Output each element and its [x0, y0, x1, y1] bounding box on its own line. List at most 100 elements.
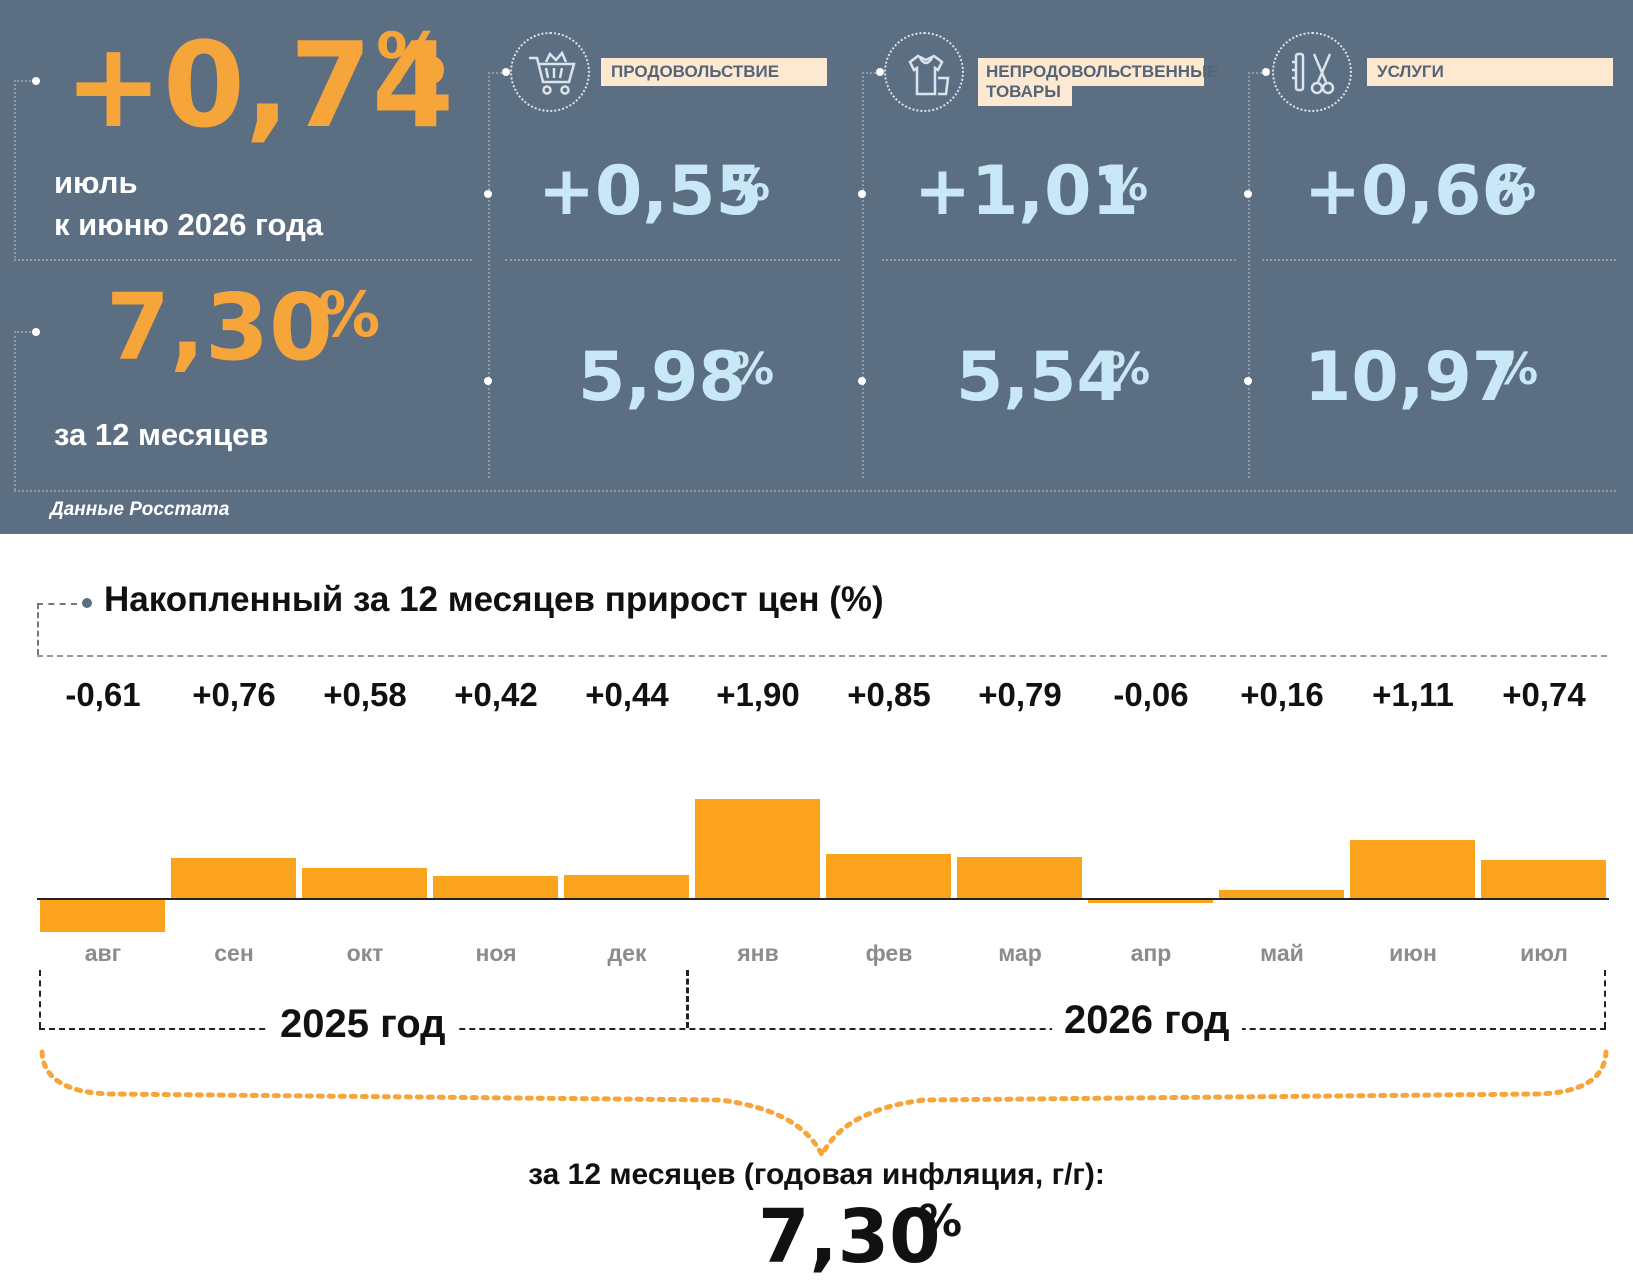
summary-panel: +0,74 % июль к июню 2026 года 7,30 % за … [0, 0, 1633, 534]
divider [1248, 72, 1262, 74]
month-label-авг: авг [84, 940, 122, 966]
bullet-dot [484, 190, 492, 198]
bullet-dot [858, 190, 866, 198]
divider [1604, 970, 1606, 1028]
divider [1248, 72, 1250, 478]
nonfood-annual-unit: % [1106, 344, 1151, 395]
divider [14, 80, 16, 258]
bar-фев [826, 854, 951, 898]
annual-inflation-unit: % [918, 1196, 963, 1247]
monthly-cpi-unit: % [376, 18, 447, 100]
bar-мар [957, 857, 1082, 898]
value-label-окт: +0,58 [323, 676, 407, 713]
bullet-dot [484, 377, 492, 385]
bullet-dot [32, 328, 40, 336]
bullet-dot [1262, 68, 1270, 76]
divider [505, 259, 840, 261]
annual-period-label: за 12 месяцев [54, 417, 269, 452]
divider [14, 259, 472, 261]
year-label-2025: 2025 год [268, 1002, 458, 1047]
bar-апр [1088, 900, 1213, 903]
bullet-dot [32, 77, 40, 85]
value-label-май: +0,16 [1240, 676, 1324, 713]
month-label-июл: июл [1520, 940, 1568, 966]
services-annual-value: 10,97 [1304, 338, 1520, 417]
divider [686, 970, 689, 1028]
bar-янв [695, 799, 820, 898]
food-annual-unit: % [730, 344, 775, 395]
value-label-дек: +0,44 [585, 676, 669, 713]
annual-caption: за 12 месяцев (годовая инфляция, г/г): [528, 1158, 1105, 1191]
value-label-янв: +1,90 [716, 676, 800, 713]
month-label-май: май [1260, 940, 1304, 966]
bar-сен [171, 858, 296, 898]
divider [14, 80, 34, 82]
category-label-services: УСЛУГИ [1367, 58, 1613, 86]
category-label-nonfood-line2: ТОВАРЫ [978, 82, 1072, 106]
divider [862, 72, 876, 74]
divider [14, 490, 1616, 492]
food-monthly-value: +0,55 [538, 152, 763, 231]
bar-июн [1350, 840, 1475, 898]
services-monthly-unit: % [1492, 160, 1537, 211]
bullet-dot [82, 598, 92, 608]
divider [882, 259, 1236, 261]
month-label-июн: июн [1389, 940, 1437, 966]
bar-дек [564, 875, 689, 898]
divider [14, 331, 34, 333]
divider [14, 331, 16, 490]
food-monthly-unit: % [726, 160, 771, 211]
month-label-сен: сен [214, 940, 254, 966]
bar-ноя [433, 876, 558, 898]
divider [488, 72, 502, 74]
year-label-2026: 2026 год [1052, 998, 1242, 1043]
divider [1262, 259, 1616, 261]
bar-авг [40, 900, 165, 932]
month-label-дек: дек [607, 940, 647, 966]
value-label-июл: +0,74 [1502, 676, 1586, 713]
month-label-апр: апр [1130, 940, 1172, 966]
month-label-ноя: ноя [475, 940, 517, 966]
scissors-comb-icon [1272, 32, 1352, 112]
divider [37, 603, 77, 605]
monthly-period-line1: июль [54, 165, 138, 200]
annual-inflation-value: 7,30 [758, 1194, 941, 1280]
value-label-апр: -0,06 [1113, 676, 1189, 713]
category-label-nonfood-line1: НЕПРОДОВОЛЬСТВЕННЫЕ [978, 58, 1218, 86]
value-label-фев: +0,85 [847, 676, 931, 713]
monthly-period-line2: к июню 2026 года [54, 207, 323, 242]
nonfood-annual-value: 5,54 [956, 338, 1124, 417]
nonfood-monthly-unit: % [1104, 160, 1149, 211]
divider [488, 72, 490, 478]
annual-cpi-value: 7,30 [106, 274, 333, 381]
monthly-cpi-value: +0,74 [64, 16, 455, 154]
divider [37, 603, 39, 655]
divider [862, 72, 864, 478]
value-label-сен: +0,76 [192, 676, 276, 713]
bar-июл [1481, 860, 1606, 898]
value-label-июн: +1,11 [1372, 676, 1454, 713]
month-label-фев: фев [865, 940, 913, 966]
clothing-icon [884, 32, 964, 112]
annual-cpi-unit: % [318, 278, 381, 351]
value-label-мар: +0,79 [978, 676, 1062, 713]
shopping-cart-icon [510, 32, 590, 112]
services-monthly-value: +0,66 [1304, 152, 1529, 231]
food-annual-value: 5,98 [578, 338, 746, 417]
bullet-dot [876, 68, 884, 76]
category-label-food: ПРОДОВОЛЬСТВИЕ [601, 58, 827, 86]
month-label-мар: мар [998, 940, 1042, 966]
bar-май [1219, 890, 1344, 898]
data-source: Данные Росстата [50, 499, 230, 520]
bullet-dot [502, 68, 510, 76]
value-label-авг: -0,61 [65, 676, 141, 713]
divider [39, 970, 41, 1028]
chart-title: Накопленный за 12 месяцев прирост цен (%… [104, 580, 884, 619]
month-label-янв: янв [737, 940, 779, 966]
nonfood-monthly-value: +1,01 [914, 152, 1139, 231]
bullet-dot [1244, 377, 1252, 385]
value-label-ноя: +0,42 [454, 676, 538, 713]
bullet-dot [1244, 190, 1252, 198]
services-annual-unit: % [1494, 344, 1539, 395]
month-label-окт: окт [346, 940, 384, 966]
